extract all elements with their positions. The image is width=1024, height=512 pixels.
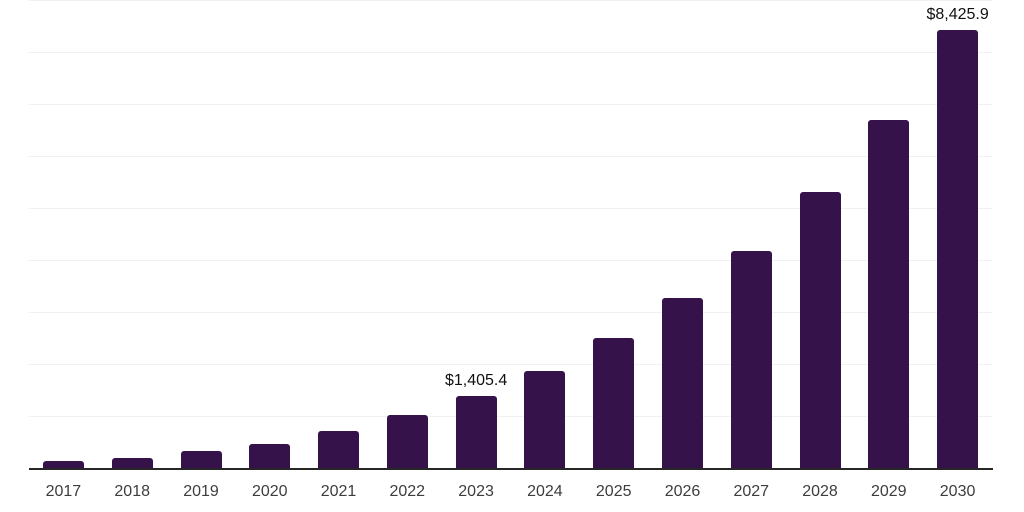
gridline xyxy=(29,103,992,105)
gridline xyxy=(29,364,992,366)
bar-2023 xyxy=(455,395,497,469)
bar-2028 xyxy=(799,192,841,469)
gridline xyxy=(29,155,992,157)
x-tick-2023: 2023 xyxy=(458,483,494,500)
bar-2026 xyxy=(662,298,703,469)
bar-2021 xyxy=(318,430,359,469)
x-tick-2028: 2028 xyxy=(802,483,838,500)
x-tick-2029: 2029 xyxy=(870,483,907,500)
x-tick-2019: 2019 xyxy=(183,483,219,500)
bar-2030 xyxy=(937,29,979,469)
data-label-2023: $1,405.4 xyxy=(444,371,508,389)
x-tick-2024: 2024 xyxy=(527,483,563,500)
data-label-2030: $8,425.9 xyxy=(926,5,989,23)
gridline xyxy=(29,207,992,209)
bar-2022 xyxy=(386,415,428,469)
bar-2018 xyxy=(111,457,153,469)
gridline xyxy=(29,416,992,418)
bar-2017 xyxy=(42,461,84,469)
x-tick-2020: 2020 xyxy=(251,483,288,500)
bar-2024 xyxy=(524,371,566,469)
x-tick-2017: 2017 xyxy=(45,483,82,500)
gridline xyxy=(29,51,992,53)
x-tick-2021: 2021 xyxy=(320,483,357,500)
bar-2029 xyxy=(868,119,910,469)
x-tick-2026: 2026 xyxy=(664,483,701,500)
x-tick-2030: 2030 xyxy=(939,483,976,500)
bar-2019 xyxy=(180,451,222,469)
gridline xyxy=(29,312,992,314)
x-tick-2022: 2022 xyxy=(389,483,426,500)
bar-2025 xyxy=(593,337,635,469)
bar-2020 xyxy=(249,443,291,469)
x-axis-line xyxy=(29,468,993,470)
x-tick-2025: 2025 xyxy=(595,483,632,500)
x-tick-2027: 2027 xyxy=(733,483,770,500)
gridline xyxy=(29,260,992,262)
bar-2027 xyxy=(730,250,772,469)
gridline xyxy=(29,0,992,1)
x-tick-2018: 2018 xyxy=(114,483,150,500)
